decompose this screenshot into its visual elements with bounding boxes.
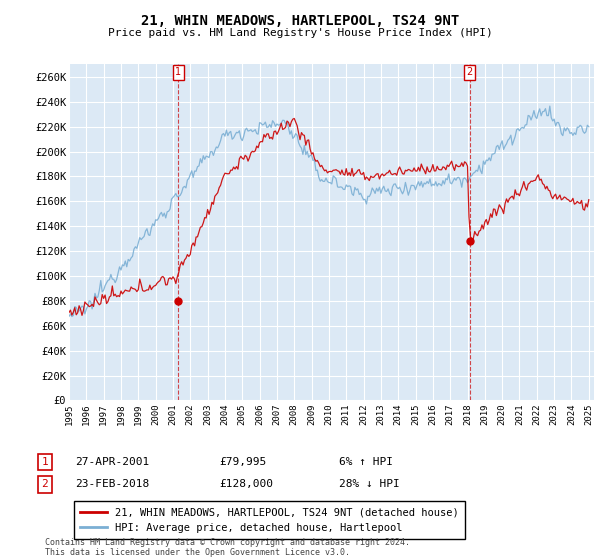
Text: 21, WHIN MEADOWS, HARTLEPOOL, TS24 9NT: 21, WHIN MEADOWS, HARTLEPOOL, TS24 9NT bbox=[141, 14, 459, 28]
Text: 6% ↑ HPI: 6% ↑ HPI bbox=[339, 457, 393, 467]
Text: 27-APR-2001: 27-APR-2001 bbox=[75, 457, 149, 467]
Text: 2: 2 bbox=[466, 67, 473, 77]
Text: £79,995: £79,995 bbox=[219, 457, 266, 467]
Text: 1: 1 bbox=[175, 67, 181, 77]
Legend: 21, WHIN MEADOWS, HARTLEPOOL, TS24 9NT (detached house), HPI: Average price, det: 21, WHIN MEADOWS, HARTLEPOOL, TS24 9NT (… bbox=[74, 501, 465, 539]
Text: 28% ↓ HPI: 28% ↓ HPI bbox=[339, 479, 400, 489]
Text: £128,000: £128,000 bbox=[219, 479, 273, 489]
Text: 2: 2 bbox=[41, 479, 49, 489]
Text: 23-FEB-2018: 23-FEB-2018 bbox=[75, 479, 149, 489]
Text: Contains HM Land Registry data © Crown copyright and database right 2024.
This d: Contains HM Land Registry data © Crown c… bbox=[45, 538, 410, 557]
Text: 1: 1 bbox=[41, 457, 49, 467]
Text: Price paid vs. HM Land Registry's House Price Index (HPI): Price paid vs. HM Land Registry's House … bbox=[107, 28, 493, 38]
